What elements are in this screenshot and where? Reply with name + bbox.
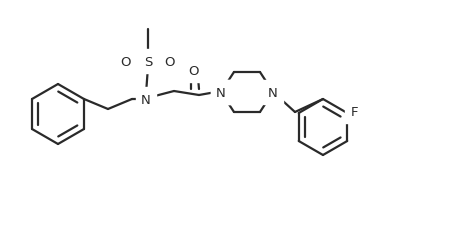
- Text: N: N: [216, 86, 226, 99]
- Text: N: N: [268, 86, 278, 99]
- Text: F: F: [350, 105, 358, 118]
- Text: N: N: [216, 86, 226, 99]
- Text: S: S: [144, 55, 152, 68]
- Text: N: N: [141, 93, 151, 106]
- Text: O: O: [189, 64, 199, 77]
- Text: O: O: [121, 55, 131, 68]
- Text: O: O: [165, 55, 175, 68]
